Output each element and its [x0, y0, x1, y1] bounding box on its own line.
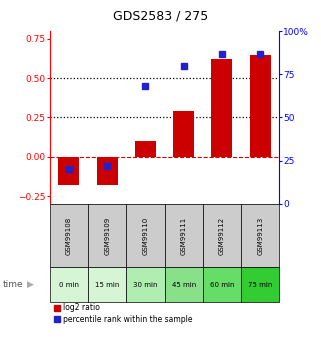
Bar [203, 204, 241, 267]
Bar [173, 111, 194, 157]
Bar [250, 55, 271, 157]
Text: ▶: ▶ [27, 280, 33, 289]
Text: 30 min: 30 min [133, 282, 158, 287]
Text: GSM99111: GSM99111 [181, 216, 187, 255]
Bar [241, 267, 279, 302]
Bar [126, 267, 164, 302]
Bar [97, 157, 118, 185]
Text: GSM99112: GSM99112 [219, 216, 225, 255]
Bar [135, 141, 156, 157]
Bar [203, 267, 241, 302]
Bar [241, 204, 279, 267]
Bar [50, 204, 88, 267]
Bar [50, 267, 88, 302]
Text: GSM99108: GSM99108 [66, 216, 72, 255]
Bar [58, 157, 79, 185]
Text: GSM99109: GSM99109 [104, 216, 110, 255]
Text: 60 min: 60 min [210, 282, 234, 287]
Text: 75 min: 75 min [248, 282, 272, 287]
Text: GSM99113: GSM99113 [257, 216, 263, 255]
Bar [126, 204, 164, 267]
Text: 0 min: 0 min [59, 282, 79, 287]
Text: time: time [3, 280, 24, 289]
Bar [88, 204, 126, 267]
Text: GDS2583 / 275: GDS2583 / 275 [113, 9, 208, 22]
Text: 15 min: 15 min [95, 282, 119, 287]
Text: 45 min: 45 min [171, 282, 196, 287]
Bar [211, 59, 232, 157]
Legend: log2 ratio, percentile rank within the sample: log2 ratio, percentile rank within the s… [54, 304, 192, 324]
Bar [164, 267, 203, 302]
Bar [164, 204, 203, 267]
Bar [88, 267, 126, 302]
Text: GSM99110: GSM99110 [143, 216, 148, 255]
